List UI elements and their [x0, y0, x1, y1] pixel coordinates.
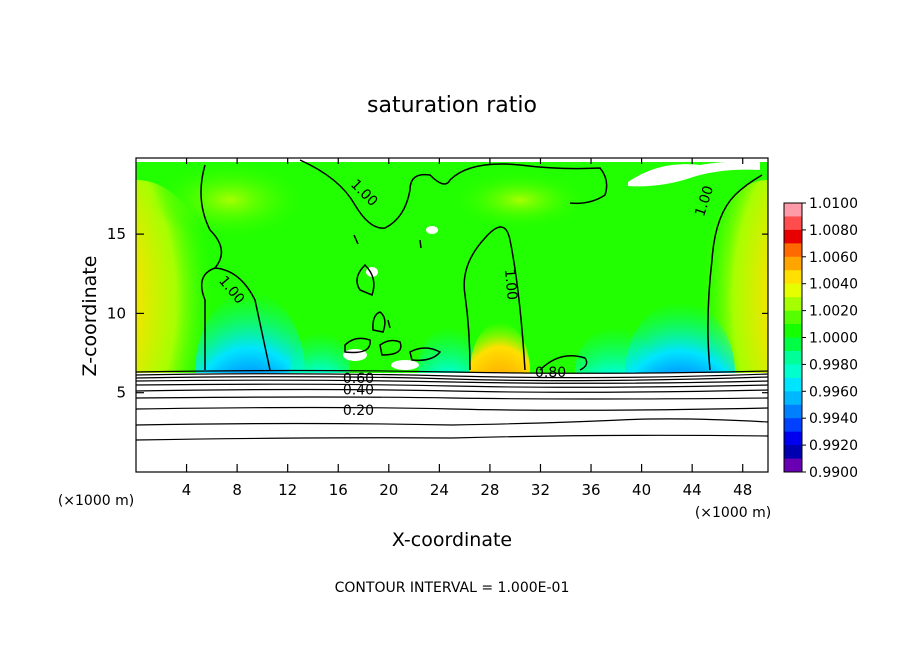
colorbar-swatch [784, 350, 802, 365]
contour-interval-note: CONTOUR INTERVAL = 1.000E-01 [335, 580, 570, 596]
colorbar-swatch [784, 256, 802, 271]
contours-upper [200, 159, 763, 371]
colorbar-swatch [784, 270, 802, 285]
x-tick-label: 48 [733, 481, 752, 499]
colorbar-label: 1.0020 [809, 304, 858, 320]
colorbar-label: 0.9940 [809, 411, 858, 427]
colorbar-swatch [784, 310, 802, 325]
z-unit-label: (×1000 m) [58, 493, 134, 509]
y-axis-ticks: 5 10 15 [107, 225, 768, 402]
colorbar-label: 1.0060 [809, 250, 858, 266]
contour-label: 0.60 [343, 371, 374, 387]
colorbar-swatch [784, 283, 802, 298]
x-tick-label: 44 [683, 481, 702, 499]
contour-label: 1.00 [501, 268, 520, 300]
x-tick-label: 40 [632, 481, 651, 499]
colorbar-swatch [784, 431, 802, 446]
colorbar-label: 0.9980 [809, 357, 858, 373]
y-tick-label: 15 [107, 225, 126, 243]
y-axis-label: Z-coordinate [79, 256, 101, 377]
x-tick-label: 12 [278, 481, 297, 499]
x-unit-label: (×1000 m) [695, 505, 771, 521]
colorbar-swatch [784, 404, 802, 419]
contour-label: 0.80 [535, 365, 566, 381]
x-axis-ticks: 4 8 12 16 20 24 28 32 36 40 44 48 [182, 158, 752, 499]
colorbar-swatch [784, 391, 802, 406]
colorbar: 1.0100 1.0080 1.0060 1.0040 1.0020 1.0000 0.99… [783, 196, 858, 481]
x-tick-label: 20 [379, 481, 398, 499]
colorbar-swatch [784, 458, 802, 473]
colorbar-swatch [784, 324, 802, 338]
y-tick-label: 10 [107, 304, 126, 322]
color-field [136, 158, 768, 373]
x-tick-label: 28 [480, 481, 499, 499]
contour-label: 0.40 [343, 382, 374, 398]
colorbar-swatch [784, 216, 802, 231]
colorbar-swatch [784, 297, 802, 312]
colorbar-label: 0.9920 [809, 438, 858, 454]
chart-title: saturation ratio [367, 93, 537, 118]
colorbar-label: 0.9900 [809, 465, 858, 481]
colorbar-label: 1.0000 [809, 331, 858, 347]
colorbar-swatch [784, 229, 802, 244]
colorbar-label: 1.0080 [809, 223, 858, 239]
colorbar-swatch [784, 418, 802, 433]
x-tick-label: 36 [581, 481, 600, 499]
plot-area: 1.001.00 1.001.000.800.600.400.20 4 8 12 16 2… [107, 157, 769, 499]
colorbar-swatch [784, 364, 802, 379]
colorbar-label: 1.0040 [809, 277, 858, 293]
x-axis-label: X-coordinate [392, 529, 512, 551]
colorbar-swatch [784, 243, 802, 258]
colorbar-swatch [784, 377, 802, 392]
x-tick-label: 24 [430, 481, 449, 499]
contour-label: 0.20 [343, 403, 374, 419]
contours-lower [135, 369, 769, 441]
colorbar-swatch [784, 337, 802, 352]
colorbar-label: 0.9960 [809, 384, 858, 400]
x-tick-label: 4 [182, 481, 192, 499]
colorbar-label: 1.0100 [809, 196, 858, 212]
colorbar-swatch [784, 445, 802, 460]
y-tick-label: 5 [116, 384, 126, 402]
x-tick-label: 16 [329, 481, 348, 499]
x-tick-label: 8 [232, 481, 242, 499]
colorbar-swatch [784, 203, 802, 217]
x-tick-label: 32 [531, 481, 550, 499]
